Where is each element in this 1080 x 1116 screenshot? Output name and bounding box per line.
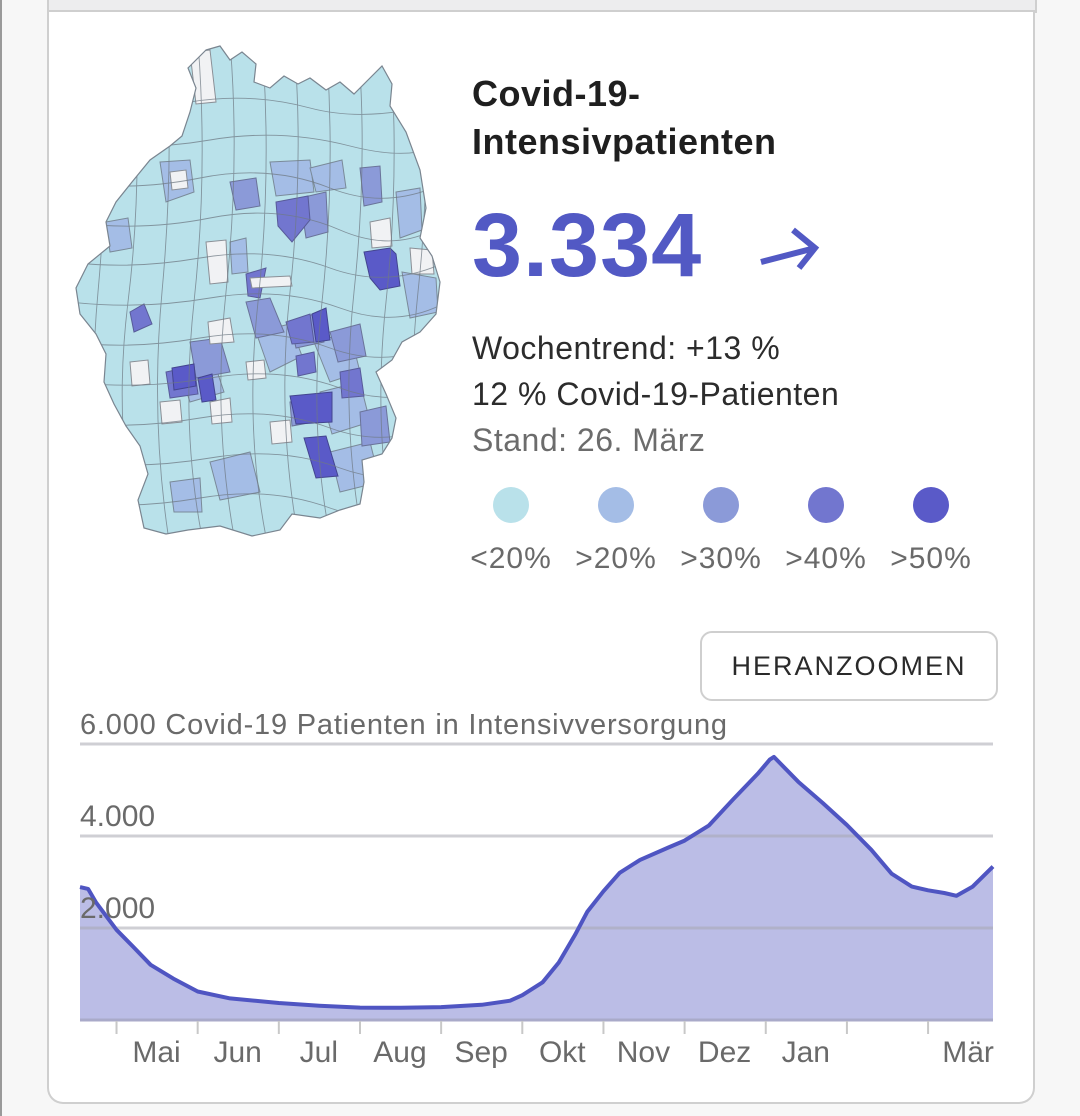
x-tick-label: Dez [698,1036,751,1069]
screen-edge [0,0,2,1116]
legend-dot [493,487,529,523]
y-axis-title: 6.000 Covid-19 Patienten in Intensivvers… [80,709,728,741]
series-line [79,754,995,1010]
y-tick-label: 2.000 [80,892,155,925]
zoom-in-button[interactable]: HERANZOOMEN [700,631,998,701]
x-tick-label: Jan [782,1036,830,1069]
legend-label: <20% [470,542,552,575]
icu-patient-count: 3.334 [472,196,703,296]
area-fill [80,756,993,1020]
x-tick-label: Okt [539,1036,586,1069]
map-regions-50 [171,247,401,479]
covid-share: 12 % Covid-19-Patienten [472,376,840,412]
as-of-date: Stand: 26. März [472,422,706,458]
weekly-trend: Wochentrend: +13 % [472,330,781,366]
legend-label: >20% [575,542,657,575]
legend-label: >30% [680,542,762,575]
map-country-outline [75,45,441,537]
x-tick-label: Nov [617,1036,670,1069]
x-tick-label: Mär [942,1036,994,1069]
legend-label: >50% [890,542,972,575]
legend-dot [703,487,739,523]
legend-dot [808,487,844,523]
legend-dot [598,487,634,523]
legend-label: >40% [785,542,867,575]
x-tick-label: Jul [300,1036,338,1069]
y-tick-label: 4.000 [80,800,155,833]
x-tick-label: Aug [373,1036,426,1069]
previous-card-edge [47,0,1037,13]
x-tick-label: Mai [132,1036,180,1069]
arrow-up-right-icon [760,227,820,270]
card-title: Covid-19- Intensivpatienten [472,70,892,166]
x-tick-label: Jun [213,1036,261,1069]
card-title-line2: Intensivpatienten [472,121,777,162]
legend-dot [913,487,949,523]
card-title-line1: Covid-19- [472,73,641,114]
germany-district-map[interactable] [70,42,450,547]
x-tick-label: Sep [454,1036,507,1069]
